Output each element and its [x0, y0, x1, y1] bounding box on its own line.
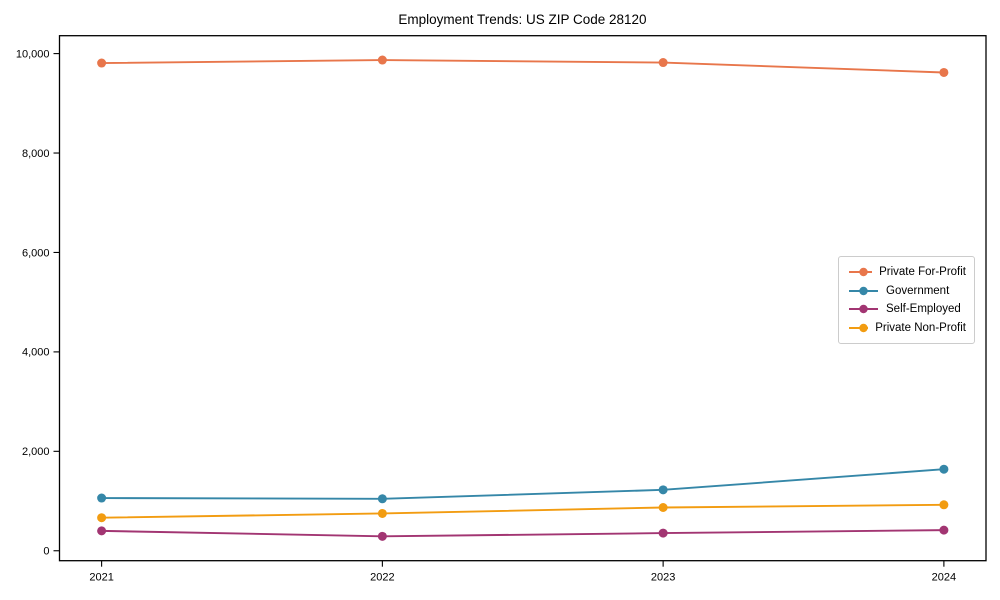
data-point-private-non-profit [939, 500, 949, 510]
legend-marker-icon [849, 305, 878, 314]
data-point-private-for-profit [658, 58, 668, 68]
plot-frame [58, 35, 987, 562]
x-tick-label: 2022 [370, 572, 394, 584]
data-point-government [97, 493, 107, 503]
x-tick-label: 2023 [651, 572, 675, 584]
y-tick-label: 0 [43, 546, 49, 558]
legend-entry-private-for-profit: Private For-Profit [848, 264, 966, 280]
data-point-private-for-profit [939, 67, 949, 77]
data-point-government [658, 485, 668, 495]
legend-entry-self-employed: Self-Employed [848, 301, 966, 317]
y-tick-label: 2,000 [22, 446, 50, 458]
data-point-private-non-profit [97, 513, 107, 523]
legend-marker-icon [849, 286, 878, 295]
legend-label: Private Non-Profit [875, 321, 966, 334]
data-point-self-employed [939, 525, 949, 535]
legend-entry-private-non-profit: Private Non-Profit [848, 320, 966, 336]
y-tick-label: 6,000 [22, 247, 50, 259]
chart-title: Employment Trends: US ZIP Code 28120 [398, 12, 647, 27]
legend-entry-government: Government [848, 283, 966, 299]
data-point-private-for-profit [97, 58, 107, 68]
legend: Private For-Profit Government Self-Employe… [838, 256, 975, 344]
data-point-government [377, 494, 387, 504]
series-line-government [101, 468, 944, 500]
data-point-self-employed [377, 531, 387, 541]
x-tick-label: 2021 [89, 572, 113, 584]
legend-label: Government [886, 284, 950, 297]
data-point-self-employed [658, 528, 668, 538]
x-tick-label: 2024 [932, 572, 956, 584]
data-point-private-non-profit [377, 508, 387, 518]
y-tick-label: 8,000 [22, 148, 50, 160]
data-point-private-for-profit [377, 55, 387, 65]
data-point-private-non-profit [658, 503, 668, 513]
legend-label: Private For-Profit [879, 266, 966, 278]
legend-marker-icon [849, 323, 869, 333]
y-tick-label: 4,000 [22, 347, 50, 359]
series-line-self-employed [101, 529, 944, 538]
data-point-government [939, 464, 949, 474]
series-line-private-non-profit [101, 503, 944, 519]
legend-marker-icon [849, 267, 873, 277]
data-point-self-employed [97, 526, 107, 536]
legend-label: Self-Employed [886, 303, 961, 316]
y-tick-label: 10,000 [16, 48, 50, 60]
series-line-private-for-profit [101, 59, 944, 74]
